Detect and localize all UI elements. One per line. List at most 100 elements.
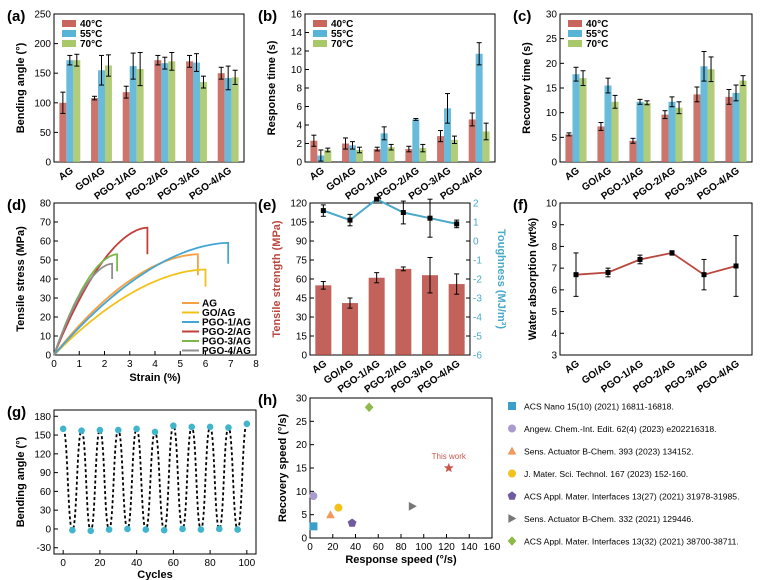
y-tick-label: 80 xyxy=(40,199,52,210)
legend-label: 55°C xyxy=(331,29,353,40)
bar xyxy=(732,92,740,162)
bar xyxy=(643,102,651,162)
x-tick-label: 8 xyxy=(253,359,259,370)
panel-label: (a) xyxy=(7,8,25,25)
legend-label: 70°C xyxy=(80,39,102,50)
y2-tick-label: -5 xyxy=(473,332,482,343)
absorption-point xyxy=(573,272,579,278)
reference-label: ACS Appl. Mater. Interfaces 13(32) (2021… xyxy=(524,537,739,547)
y-tick-label: 14 xyxy=(291,28,303,39)
y-axis-title: Bending angle (°) xyxy=(15,42,27,133)
cycle-point xyxy=(151,428,159,436)
series-curve xyxy=(53,268,207,356)
cycle-point xyxy=(105,526,113,533)
x-tick-label: 6 xyxy=(203,359,209,370)
bar xyxy=(91,98,99,162)
bar xyxy=(475,53,483,162)
y-tick-label: 120 xyxy=(290,199,307,210)
x-axis-title: Strain (%) xyxy=(129,372,181,384)
bar xyxy=(324,149,332,162)
y-tick-label: 3 xyxy=(551,351,557,362)
cycle-point xyxy=(243,420,251,428)
cycle-point xyxy=(133,425,140,433)
cycle-point xyxy=(87,527,95,535)
bar xyxy=(419,148,427,162)
bar xyxy=(73,60,81,163)
cycle-point xyxy=(215,525,223,533)
bar xyxy=(448,284,465,355)
y2-tick-label: -2 xyxy=(473,275,482,286)
bar xyxy=(468,119,476,162)
x-tick-label: 120 xyxy=(438,542,455,553)
bar xyxy=(572,74,580,162)
axes-frame xyxy=(53,409,257,555)
cycle-point xyxy=(225,424,232,431)
bar xyxy=(629,140,637,162)
reference-label: Sens. Actuator B-Chem. 393 (2023) 134152… xyxy=(524,447,694,457)
y-tick-label: 10 xyxy=(546,199,558,210)
x-tick-label: 0 xyxy=(60,558,66,569)
y-tick-label: 6 xyxy=(296,102,302,113)
y-tick-label: 5 xyxy=(551,307,557,318)
category-label: AG xyxy=(308,165,327,183)
x-tick-label: 80 xyxy=(205,558,217,569)
bar xyxy=(412,119,420,162)
bar xyxy=(444,108,451,162)
legend-label: 40°C xyxy=(80,19,102,30)
legend-swatch xyxy=(62,20,76,27)
y-tick-label: 40 xyxy=(40,275,52,286)
bar xyxy=(597,126,605,162)
y-tick-label: 0 xyxy=(45,351,51,362)
cycle-point xyxy=(160,526,168,534)
bar xyxy=(380,133,388,162)
legend-swatch xyxy=(62,40,76,47)
cycle-curve xyxy=(62,422,248,532)
bar xyxy=(482,131,490,162)
y-tick-label: 30 xyxy=(296,394,308,405)
bar xyxy=(199,82,207,162)
panel-label: (c) xyxy=(513,8,531,25)
y-axis-title: Recovery speed (°/s) xyxy=(277,414,289,523)
legend-label: 70°C xyxy=(331,39,353,50)
x-tick-label: 1 xyxy=(76,359,82,370)
marker-tri-right xyxy=(408,501,417,511)
bar xyxy=(168,61,176,162)
axes-frame xyxy=(309,202,471,356)
marker-star xyxy=(443,462,454,473)
marker-square xyxy=(508,402,516,410)
legend-swatch xyxy=(568,30,582,37)
bar xyxy=(368,277,385,355)
y-tick-label: 10 xyxy=(546,108,558,119)
x-axis-title: Cycles xyxy=(137,569,172,580)
category-label: AG xyxy=(563,358,582,376)
axes-frame xyxy=(309,397,493,539)
bar xyxy=(661,114,669,162)
y-tick-label: 50 xyxy=(40,128,52,139)
x-tick-label: 40 xyxy=(350,542,362,553)
y-tick-label: 200 xyxy=(34,39,51,50)
x-tick-label: 7 xyxy=(228,359,234,370)
absorption-point xyxy=(669,250,675,256)
bar xyxy=(739,80,747,162)
y-tick-label: 30 xyxy=(40,294,52,305)
axes-frame xyxy=(559,202,753,356)
reference-label: J. Mater. Sci. Technol. 167 (2023) 152-1… xyxy=(524,469,688,479)
y2-tick-label: -3 xyxy=(473,294,482,305)
cycle-point xyxy=(142,526,150,533)
cycle-point xyxy=(59,425,67,433)
y-tick-label: 75 xyxy=(296,256,308,267)
panel-label: (h) xyxy=(258,392,277,409)
cycle-point xyxy=(206,423,214,431)
y-axis-title: Tensile stress (MPa) xyxy=(15,226,27,332)
absorption-point xyxy=(605,269,611,275)
bar xyxy=(373,149,381,162)
bar xyxy=(129,66,137,162)
toughness-line xyxy=(322,198,457,225)
marker-diamond xyxy=(507,536,517,546)
x-tick-label: 20 xyxy=(327,542,339,553)
bar xyxy=(693,94,701,162)
panel-g: -30 0 30 60 90 120 150 180 0 20 40 60 80 100 Bending a… xyxy=(7,404,257,580)
reference-label: Angew. Chem.-Int. Edit. 62(4) (2023) e20… xyxy=(524,424,717,434)
